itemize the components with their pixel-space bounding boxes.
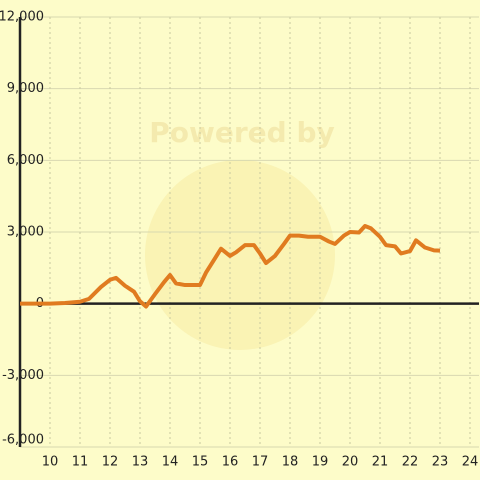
x-tick-label: 21	[372, 455, 389, 470]
x-tick-label: 12	[102, 455, 119, 470]
x-tick-label: 18	[282, 455, 299, 470]
x-tick-label: 19	[312, 455, 329, 470]
x-tick-label: 10	[42, 455, 59, 470]
x-tick-label: 24	[462, 455, 479, 470]
y-tick-label: -6,000	[2, 433, 44, 448]
y-tick-label: 6,000	[7, 153, 44, 168]
y-tick-label: 12,000	[0, 10, 44, 25]
x-tick-label: 16	[222, 455, 239, 470]
x-tick-label: 15	[192, 455, 209, 470]
x-tick-label: 20	[342, 455, 359, 470]
x-tick-label: 17	[252, 455, 269, 470]
watermark-logo	[145, 160, 335, 350]
x-tick-label: 23	[432, 455, 449, 470]
x-tick-label: 11	[72, 455, 89, 470]
y-tick-label: 9,000	[7, 81, 44, 96]
y-tick-label: -3,000	[2, 368, 44, 383]
x-tick-label: 13	[132, 455, 149, 470]
x-tick-label: 22	[402, 455, 419, 470]
watermark: Powered by	[149, 116, 335, 149]
y-tick-label: 3,000	[7, 225, 44, 240]
line	[20, 224, 441, 309]
x-tick-label: 14	[162, 455, 179, 470]
